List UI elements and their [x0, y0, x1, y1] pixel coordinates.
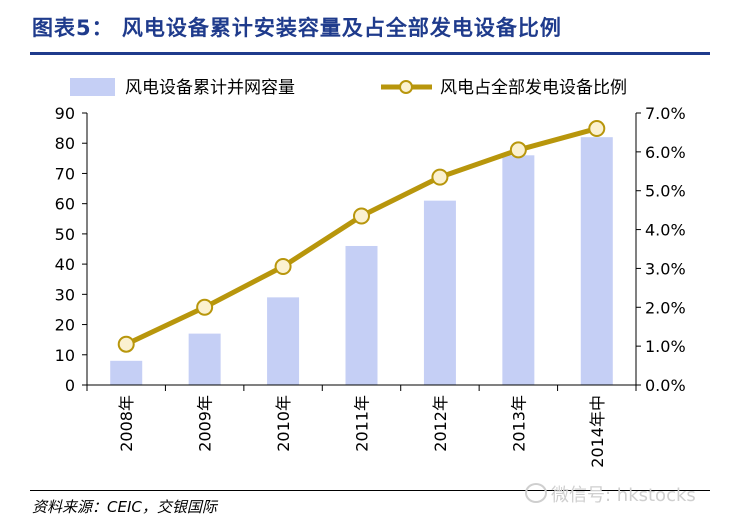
- line-point-6: [588, 120, 606, 138]
- line-point-3: [353, 207, 370, 225]
- bar-1: [188, 333, 221, 385]
- line-point-4: [431, 168, 449, 186]
- x-tick-label-5: 2013年: [509, 395, 528, 452]
- page-title: 图表5： 风电设备累计安装容量及占全部发电设备比例: [32, 16, 562, 40]
- x-tick-label-6: 2014年中: [588, 395, 607, 468]
- left-tick-label-3: 30: [55, 285, 75, 304]
- left-tick-label-9: 90: [55, 104, 75, 123]
- legend-line-label: 风电占全部发电设备比例: [440, 78, 627, 98]
- source-divider: [30, 490, 710, 491]
- left-tick-label-0: 0: [65, 376, 75, 395]
- left-tick-label-5: 50: [55, 225, 75, 244]
- bar-6: [580, 137, 613, 385]
- bar-series: [110, 137, 613, 385]
- x-tick-label-3: 2011年: [353, 395, 372, 452]
- axes: 0 10 20 30 40 50 60 70 80 90 0.0% 1.0% 2.0% 3.0% 4.0% 5…: [55, 104, 686, 468]
- title-divider: [30, 52, 710, 55]
- right-tick-label-7: 7.0%: [645, 104, 686, 123]
- legend: 风电设备累计并网容量 风电占全部发电设备比例: [70, 78, 627, 98]
- bar-0: [110, 360, 143, 385]
- x-tick-label-0: 2008年: [117, 395, 136, 452]
- right-tick-label-0: 0.0%: [645, 376, 686, 395]
- right-tick-label-3: 3.0%: [645, 259, 686, 278]
- left-tick-label-8: 80: [55, 134, 75, 153]
- watermark: 微信号: hkstocks: [525, 481, 696, 507]
- x-tick-label-4: 2012年: [431, 395, 450, 452]
- left-tick-label-7: 70: [55, 164, 75, 183]
- bar-2: [267, 297, 300, 385]
- line-point-0: [117, 335, 135, 353]
- line-point-1: [196, 298, 214, 316]
- right-tick-label-2: 2.0%: [645, 298, 686, 317]
- left-tick-label-2: 20: [55, 316, 75, 335]
- x-tick-label-2: 2010年: [274, 395, 293, 452]
- left-tick-label-4: 40: [55, 255, 75, 274]
- bar-4: [423, 200, 456, 385]
- bar-5: [502, 155, 535, 385]
- right-tick-label-4: 4.0%: [645, 221, 686, 240]
- watermark-text: 微信号: hkstocks: [551, 485, 696, 506]
- source-note: 资料来源：CEIC，交银国际: [32, 498, 217, 516]
- left-tick-label-6: 60: [55, 195, 75, 214]
- legend-bar-label: 风电设备累计并网容量: [125, 78, 295, 98]
- right-tick-label-6: 6.0%: [645, 143, 686, 162]
- right-tick-label-1: 1.0%: [645, 337, 686, 356]
- right-tick-label-5: 5.0%: [645, 182, 686, 201]
- line-point-2: [274, 257, 292, 275]
- line-point-5: [509, 141, 527, 159]
- line-series: [117, 120, 606, 353]
- wechat-icon: [525, 483, 547, 503]
- left-tick-label-1: 10: [55, 346, 75, 365]
- x-tick-label-1: 2009年: [196, 395, 215, 452]
- bar-3: [345, 245, 378, 385]
- legend-bar-swatch: [70, 78, 115, 96]
- legend-line-marker: [399, 80, 413, 94]
